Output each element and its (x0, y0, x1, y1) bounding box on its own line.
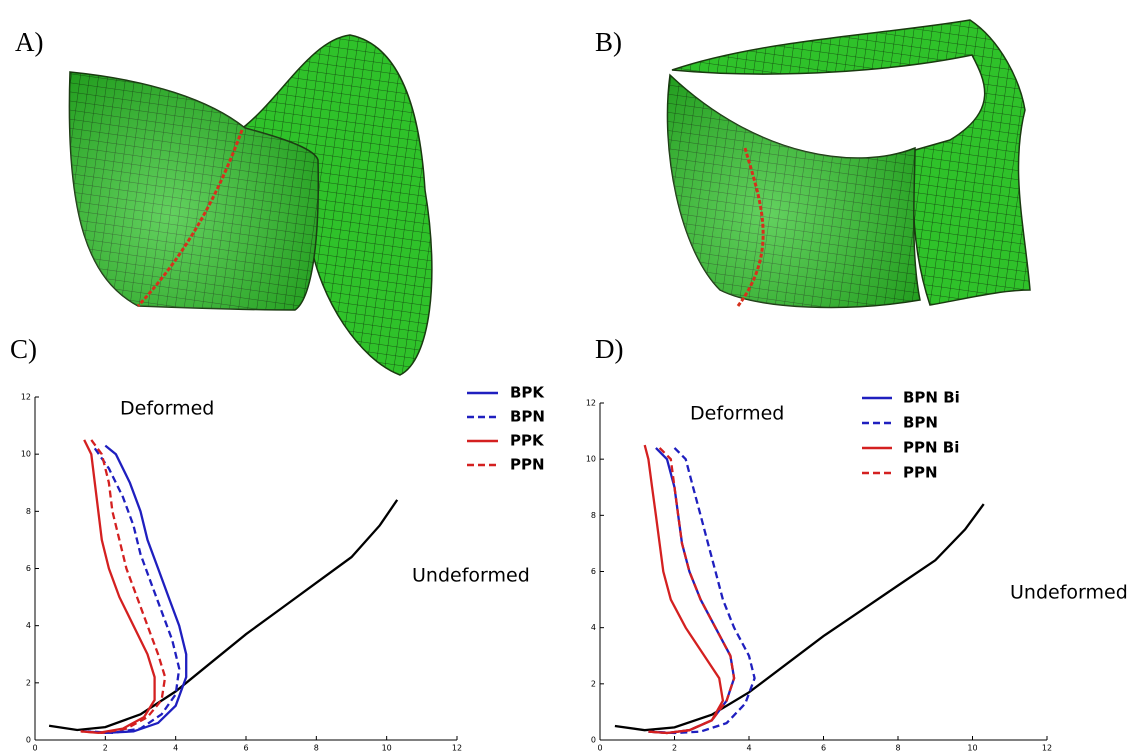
x-tick-label: 2 (103, 744, 108, 753)
panel-label: B) (595, 27, 622, 57)
x-tick-label: 12 (452, 744, 462, 753)
panel-label: A) (15, 27, 44, 57)
x-tick-label: 0 (597, 744, 602, 753)
x-tick-label: 8 (314, 744, 319, 753)
legend-label: PPK (510, 432, 545, 450)
legend-label: BPN (903, 414, 938, 432)
series-line (645, 445, 723, 733)
y-tick-label: 0 (26, 736, 31, 745)
annotation: Undeformed (412, 565, 530, 587)
x-tick-label: 6 (821, 744, 826, 753)
annotation: Deformed (120, 398, 214, 420)
legend-label: PPN Bi (903, 439, 959, 457)
y-tick-label: 4 (26, 621, 31, 630)
y-tick-label: 6 (591, 567, 596, 576)
legend-label: BPN (510, 408, 545, 426)
y-tick-label: 12 (586, 399, 596, 408)
legend-label: PPN (510, 456, 545, 474)
figure: A) B) C) D) 0 2 4 6 8 10 12 0 2 4 6 8 10 12 Deformed Undefo… (0, 0, 1135, 754)
y-tick-label: 6 (26, 564, 31, 573)
x-tick-label: 6 (243, 744, 248, 753)
legend-label: BPK (510, 384, 545, 402)
y-tick-label: 10 (586, 455, 596, 464)
x-tick-label: 10 (382, 744, 392, 753)
x-tick-label: 4 (746, 744, 751, 753)
line-chart: 0 2 4 6 8 10 12 0 2 4 6 8 10 12 Deformed Undeformed BPN … (586, 389, 1128, 753)
panel-b-render (667, 20, 1030, 307)
x-tick-label: 2 (672, 744, 677, 753)
panel-a-render (69, 35, 432, 375)
x-tick-label: 4 (173, 744, 178, 753)
y-tick-label: 10 (21, 450, 31, 459)
y-tick-label: 8 (26, 507, 31, 516)
panel-label: D) (595, 334, 624, 364)
line-chart: 0 2 4 6 8 10 12 0 2 4 6 8 10 12 Deformed Undeformed BPK B… (21, 384, 546, 753)
y-tick-label: 12 (21, 393, 31, 402)
y-tick-label: 2 (26, 678, 31, 687)
annotation: Deformed (690, 403, 784, 425)
series-line (81, 440, 155, 733)
legend-label: PPN (903, 464, 938, 482)
y-tick-label: 0 (591, 736, 596, 745)
panel-label: C) (10, 334, 37, 364)
x-tick-label: 10 (967, 744, 977, 753)
x-tick-label: 8 (895, 744, 900, 753)
legend-label: BPN Bi (903, 389, 960, 407)
series-line (615, 504, 984, 730)
y-tick-label: 8 (591, 511, 596, 520)
annotation: Undeformed (1010, 582, 1128, 604)
y-tick-label: 2 (591, 679, 596, 688)
series-line (81, 440, 165, 733)
y-tick-label: 4 (591, 623, 596, 632)
x-tick-label: 0 (32, 744, 37, 753)
x-tick-label: 12 (1042, 744, 1052, 753)
